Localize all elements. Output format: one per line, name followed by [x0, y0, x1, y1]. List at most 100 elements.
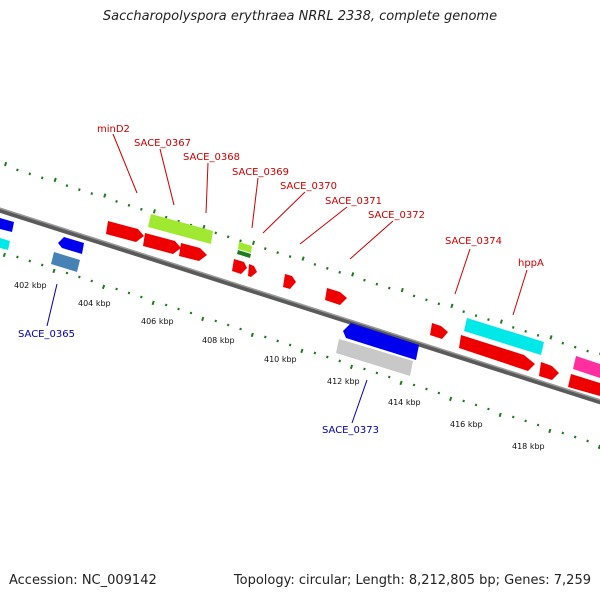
ruler-minor-tick	[586, 439, 589, 443]
ruler-minor-tick	[288, 343, 292, 347]
ruler-major-tick	[349, 364, 354, 370]
ruler-minor-tick	[177, 307, 180, 311]
ruler-minor-tick	[437, 302, 441, 306]
label-SACE_0369[interactable]: SACE_0369	[232, 167, 289, 178]
ruler-minor-tick	[487, 318, 490, 321]
gene-SACE_0365[interactable]	[51, 252, 80, 272]
ruler-minor-tick	[462, 399, 465, 403]
ruler-minor-tick	[375, 282, 379, 286]
gene-pink[interactable]	[573, 356, 600, 378]
ruler-minor-tick	[90, 192, 94, 195]
gene-SACE_0369[interactable]	[238, 242, 252, 253]
ruler-major-tick	[498, 412, 502, 418]
ruler-minor-tick	[40, 263, 44, 267]
ruler-minor-tick	[437, 391, 441, 395]
ruler-major-tick	[52, 268, 56, 274]
ruler-minor-tick	[263, 247, 267, 251]
label-SACE_0371[interactable]: SACE_0371	[325, 196, 382, 207]
ruler-major-tick	[151, 300, 155, 306]
ruler-minor-tick	[78, 275, 81, 279]
label-SACE_0372[interactable]: SACE_0372	[368, 210, 425, 221]
label-hppA[interactable]: hppA	[518, 258, 544, 269]
ruler-label-402: 402 kbp	[14, 281, 47, 290]
gene-minD2[interactable]	[106, 221, 144, 242]
gene-feature[interactable]	[0, 218, 14, 232]
ruler-minor-tick	[363, 367, 366, 371]
ruler-minor-tick	[127, 203, 131, 207]
ruler-minor-tick	[164, 215, 168, 219]
gene-SACE_0370b[interactable]	[248, 264, 257, 277]
gene-SACE_0371[interactable]	[283, 274, 296, 289]
ruler-label-416: 416 kbp	[450, 420, 483, 429]
ruler-minor-tick	[561, 341, 565, 345]
label-SACE_0373[interactable]: SACE_0373	[322, 425, 379, 436]
ruler-minor-tick	[375, 371, 379, 375]
ruler-major-tick	[300, 348, 304, 354]
ruler-minor-tick	[325, 266, 329, 270]
gene-SACE_0373-blue[interactable]	[343, 323, 419, 360]
ruler-minor-tick	[214, 231, 218, 235]
ruler-label-406: 406 kbp	[141, 317, 174, 326]
ruler-minor-tick	[487, 407, 490, 411]
ruler-major-tick	[549, 335, 553, 340]
gene-SACE_0367-red[interactable]	[143, 233, 181, 254]
label-SACE_0365[interactable]: SACE_0365	[18, 329, 75, 340]
label-SACE_0370[interactable]: SACE_0370	[280, 181, 337, 192]
ruler-label-414: 414 kbp	[388, 398, 421, 407]
ruler-major-tick	[250, 332, 254, 338]
gene-blue-small[interactable]	[58, 237, 84, 254]
ruler-major-tick	[351, 272, 355, 277]
label-SACE_0368[interactable]: SACE_0368	[183, 152, 240, 163]
label-SACE_0374[interactable]: SACE_0374	[445, 236, 502, 247]
ruler-major-tick	[449, 396, 453, 402]
ruler-major-tick	[53, 177, 57, 183]
ruler-minor-tick	[412, 294, 416, 298]
gene-SACE_0374[interactable]	[430, 323, 448, 339]
gene-SACE_0370[interactable]	[232, 259, 247, 274]
ruler-label-404: 404 kbp	[78, 299, 111, 308]
ruler-minor-tick	[115, 200, 118, 203]
gene-feature[interactable]	[0, 238, 10, 250]
ruler-minor-tick	[78, 188, 81, 192]
gene-hppA[interactable]	[464, 318, 544, 355]
ruler-minor-tick	[338, 359, 342, 363]
ruler-minor-tick	[412, 383, 416, 387]
ruler-minor-tick	[474, 403, 478, 407]
ruler-major-tick	[301, 256, 305, 261]
ruler-minor-tick	[524, 419, 527, 423]
ruler-minor-tick	[226, 235, 230, 239]
ruler-minor-tick	[387, 286, 391, 290]
ruler-minor-tick	[511, 326, 515, 329]
ruler-minor-tick	[164, 303, 168, 307]
label-SACE_0367[interactable]: SACE_0367	[134, 138, 191, 149]
forward-genes	[0, 214, 600, 396]
label-minD2[interactable]: minD2	[97, 124, 130, 135]
ruler-minor-tick	[90, 279, 94, 283]
gene-SACE_0368[interactable]	[179, 243, 207, 261]
ruler-major-tick	[101, 284, 106, 290]
gene-SACE_0369-dark[interactable]	[237, 250, 251, 258]
reverse-genes	[51, 237, 419, 376]
inner-tick-ruler	[2, 252, 600, 450]
gene-red-right[interactable]	[568, 374, 600, 396]
ruler-minor-tick	[561, 431, 565, 435]
gene-SACE_0372[interactable]	[325, 288, 347, 305]
ruler-minor-tick	[536, 423, 540, 427]
gene-red-short[interactable]	[539, 362, 559, 380]
gene-SACE_0367[interactable]	[148, 214, 213, 244]
ruler-labels: 402 kbp 404 kbp 406 kbp 408 kbp 410 kbp …	[14, 281, 545, 451]
ruler-minor-tick	[140, 295, 143, 299]
ruler-major-tick	[399, 380, 403, 386]
ruler-minor-tick	[140, 207, 143, 211]
ruler-minor-tick	[226, 323, 230, 327]
ruler-minor-tick	[425, 298, 428, 302]
callout-lines	[46, 133, 528, 424]
ruler-minor-tick	[474, 314, 478, 318]
ruler-minor-tick	[40, 176, 44, 180]
gene-red-long[interactable]	[459, 335, 535, 371]
ruler-minor-tick	[28, 259, 32, 263]
gene-SACE_0373[interactable]	[336, 339, 413, 376]
ruler-minor-tick	[338, 270, 342, 274]
ruler-minor-tick	[239, 239, 242, 243]
